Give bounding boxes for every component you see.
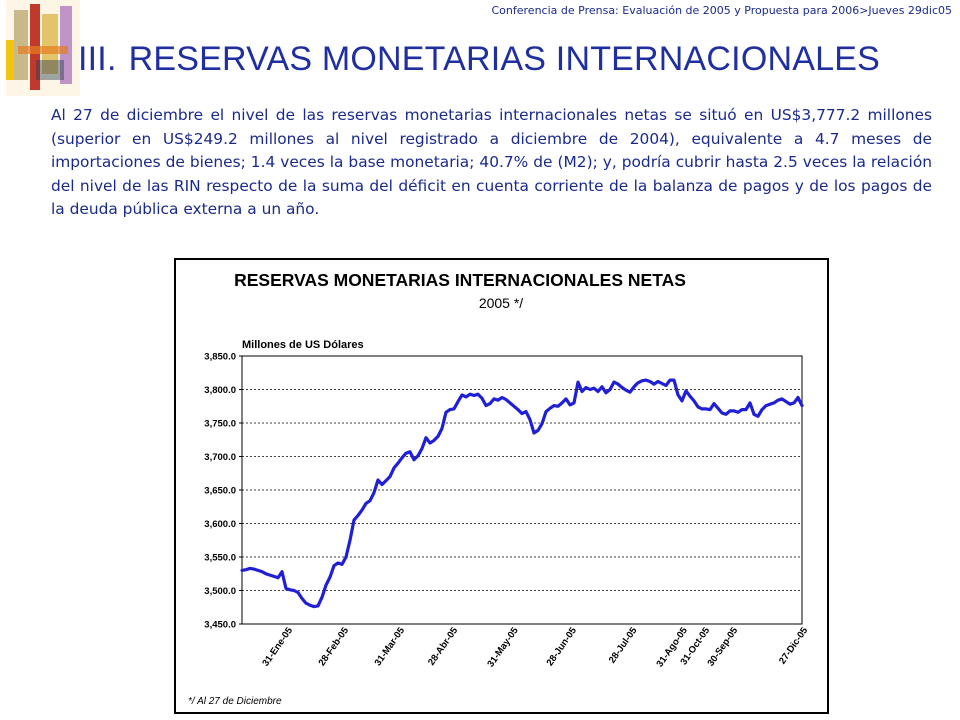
y-tick-label: 3,800.0 <box>204 385 236 396</box>
section-number: III. <box>78 40 117 78</box>
reserves-chart: RESERVAS MONETARIAS INTERNACIONALES NETA… <box>174 258 829 714</box>
y-tick-label: 3,850.0 <box>204 352 236 363</box>
series-line <box>240 378 804 609</box>
y-axis-label: Millones de US Dólares <box>242 339 364 351</box>
x-tick-label: 28-Jun-05 <box>545 625 580 668</box>
chart-title: RESERVAS MONETARIAS INTERNACIONALES NETA… <box>234 270 686 290</box>
x-tick-label: 27-Dic-05 <box>777 625 811 667</box>
x-tick-label: 28-Feb-05 <box>317 625 352 668</box>
conference-header: Conferencia de Prensa: Evaluación de 200… <box>491 4 953 17</box>
y-tick-label: 3,500.0 <box>204 586 236 597</box>
summary-paragraph: Al 27 de diciembre el nivel de las reser… <box>51 106 932 218</box>
x-tick-label: 31-Ene-05 <box>260 625 295 669</box>
x-tick-label: 28-Jul-05 <box>607 625 640 666</box>
slide-title: III. RESERVAS MONETARIAS INTERNACIONALES <box>78 40 880 79</box>
section-title: RESERVAS MONETARIAS INTERNACIONALES <box>128 40 880 78</box>
y-tick-label: 3,550.0 <box>204 553 236 564</box>
y-tick-label: 3,600.0 <box>204 519 236 530</box>
y-tick-label: 3,650.0 <box>204 486 236 497</box>
chart-canvas: RESERVAS MONETARIAS INTERNACIONALES NETA… <box>188 270 811 707</box>
x-tick-label: 31-Mar-05 <box>373 625 408 668</box>
x-tick-label: 28-Abr-05 <box>426 625 461 668</box>
y-tick-label: 3,750.0 <box>204 419 236 430</box>
chart-footnote: */ Al 27 de Diciembre <box>188 696 282 707</box>
y-tick-label: 3,700.0 <box>204 452 236 463</box>
logo-artwork <box>6 0 80 96</box>
x-tick-label: 31-May-05 <box>485 625 521 670</box>
plot-area-border <box>241 355 803 625</box>
chart-subtitle: 2005 */ <box>479 295 523 311</box>
y-tick-label: 3,450.0 <box>204 620 236 631</box>
